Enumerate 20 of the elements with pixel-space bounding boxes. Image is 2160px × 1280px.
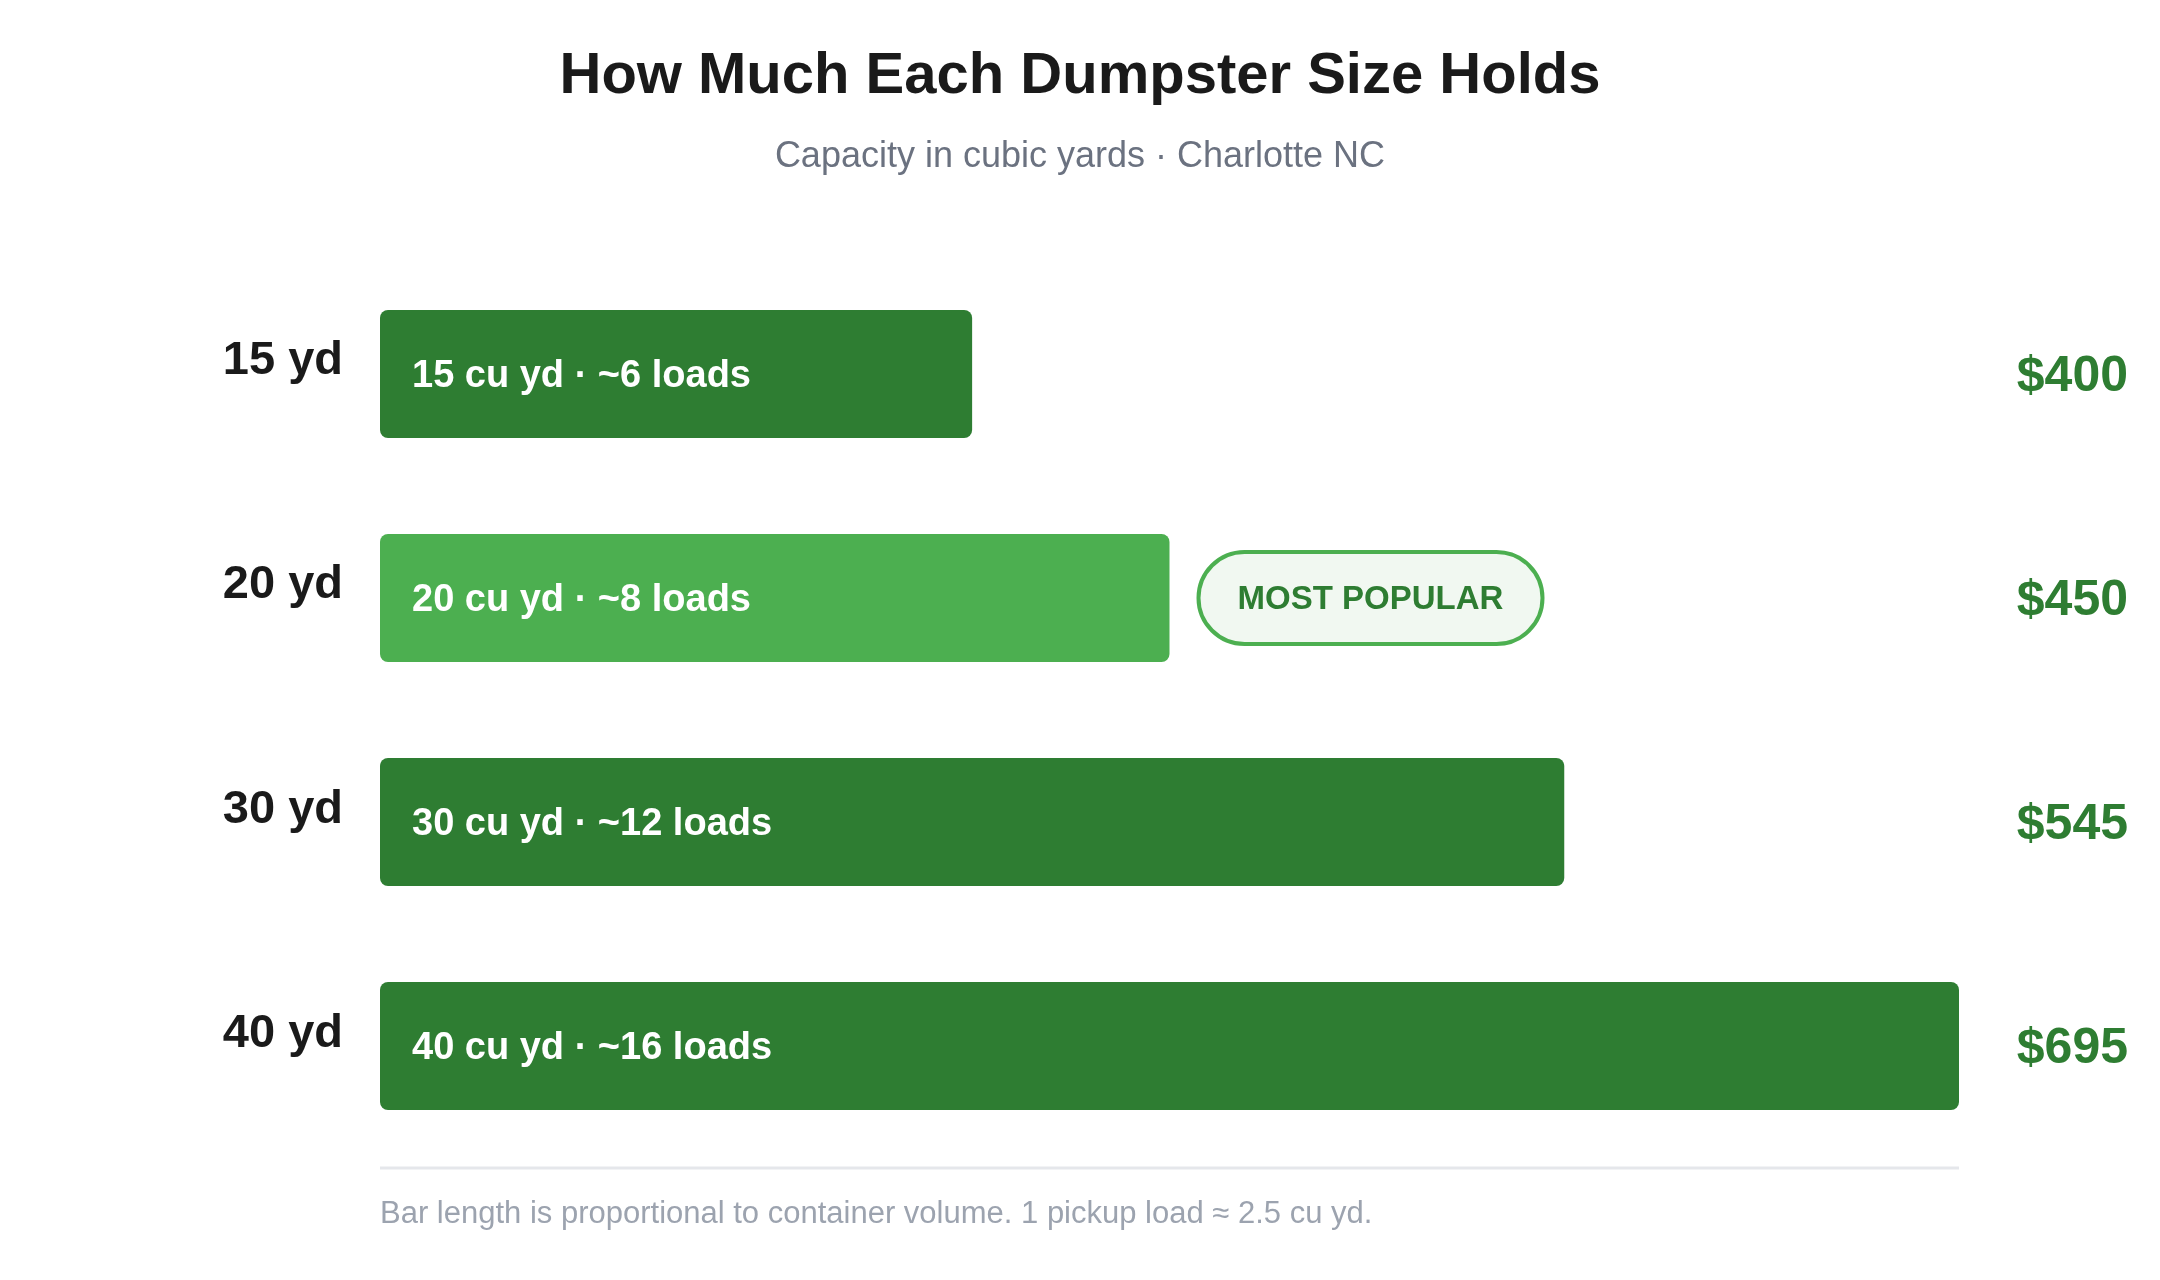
y-tick-label: 40 yd: [222, 1003, 343, 1057]
y-tick-label: 30 yd: [222, 779, 343, 833]
annotation: MOST POPULAR: [1237, 579, 1504, 617]
y-tick-label: 15 yd: [222, 331, 343, 385]
bar: [380, 310, 973, 438]
bar: [380, 758, 1565, 886]
text: Bar length is proportional to container volume. 1 pickup load ≈ 2.5 cu yd.: [380, 1194, 1373, 1230]
bar: [380, 534, 1170, 662]
bar: [380, 982, 1959, 1110]
data-label: 30 cu yd · ~12 loads: [412, 801, 773, 843]
chart-title: How Much Each Dumpster Size Holds: [559, 39, 1601, 105]
y-tick-label: 20 yd: [222, 555, 343, 609]
data-label: 15 cu yd · ~6 loads: [412, 353, 751, 395]
data-label: 40 cu yd · ~16 loads: [412, 1025, 773, 1067]
chart-subtitle: Capacity in cubic yards · Charlotte NC: [774, 133, 1386, 175]
y2-tick-label: $450: [2016, 570, 2128, 626]
data-label: 20 cu yd · ~8 loads: [412, 577, 751, 619]
y2-tick-label: $695: [2016, 1018, 2128, 1074]
y2-tick-label: $400: [2016, 346, 2128, 402]
y2-tick-label: $545: [2016, 794, 2128, 850]
